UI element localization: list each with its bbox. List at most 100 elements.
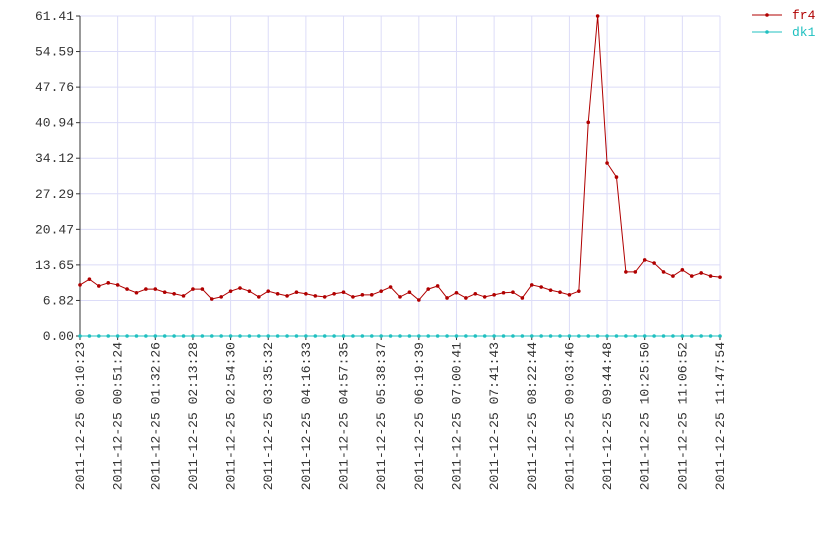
data-point <box>125 334 129 338</box>
data-point <box>97 334 101 338</box>
data-point <box>417 334 421 338</box>
data-point <box>322 295 327 299</box>
data-point <box>407 334 412 338</box>
data-point <box>87 277 92 282</box>
data-point <box>398 295 402 299</box>
data-point <box>642 258 647 262</box>
data-point <box>577 334 581 338</box>
data-point <box>351 295 355 299</box>
data-point <box>398 334 402 338</box>
data-point <box>539 334 543 338</box>
data-point <box>464 296 468 300</box>
x-tick-label: 2011-12-25 11:47:54 <box>713 342 728 490</box>
data-point <box>708 334 713 338</box>
data-point <box>257 295 261 299</box>
data-point <box>247 334 252 338</box>
data-point <box>134 290 139 295</box>
data-point <box>605 161 609 165</box>
data-point <box>482 334 487 338</box>
data-point <box>313 294 318 298</box>
data-point <box>435 284 440 288</box>
data-point <box>718 334 722 338</box>
data-point <box>379 334 383 338</box>
data-point <box>633 334 638 338</box>
data-point <box>624 270 628 274</box>
x-tick-label: 2011-12-25 02:54:30 <box>224 342 239 490</box>
data-point <box>699 334 703 338</box>
data-point <box>671 334 675 338</box>
data-point <box>445 334 449 338</box>
data-point <box>501 290 506 295</box>
data-point <box>162 290 167 295</box>
data-point <box>529 334 534 338</box>
data-point <box>360 293 365 297</box>
data-point <box>699 271 703 275</box>
data-point <box>106 334 111 338</box>
data-point <box>219 295 223 299</box>
data-point <box>595 14 600 18</box>
x-tick-label: 2011-12-25 07:41:43 <box>487 342 502 490</box>
data-point <box>275 291 280 296</box>
data-point <box>633 270 638 274</box>
data-point <box>257 334 261 338</box>
data-point <box>614 334 619 338</box>
data-point <box>200 287 205 291</box>
x-tick-label: 2011-12-25 10:25:50 <box>638 342 653 490</box>
data-point <box>388 334 393 338</box>
data-point <box>351 334 355 338</box>
data-point <box>417 298 421 302</box>
data-point <box>172 334 176 338</box>
data-point <box>482 295 487 299</box>
data-point <box>332 291 336 296</box>
legend-label: fr4 <box>792 8 816 23</box>
data-point <box>605 334 609 338</box>
data-point <box>567 293 572 297</box>
data-point <box>285 334 289 338</box>
data-point <box>671 274 675 278</box>
data-point <box>304 291 308 296</box>
data-point <box>294 334 299 338</box>
data-point <box>454 334 459 338</box>
y-tick-label: 61.41 <box>35 9 74 24</box>
data-point <box>539 285 543 289</box>
data-point <box>360 334 365 338</box>
data-point <box>689 274 694 278</box>
data-point <box>511 334 515 338</box>
data-point <box>294 290 299 295</box>
y-tick-label: 40.94 <box>35 116 74 131</box>
data-point <box>153 334 158 338</box>
data-point <box>209 334 214 338</box>
data-point <box>87 334 92 338</box>
data-point <box>275 334 280 338</box>
x-tick-label: 2011-12-25 02:13:28 <box>186 342 201 490</box>
data-point <box>78 334 82 338</box>
data-point <box>473 291 478 296</box>
data-point <box>529 283 534 287</box>
data-point <box>238 286 242 290</box>
data-point <box>642 334 647 338</box>
data-point <box>97 284 101 288</box>
data-point <box>520 334 525 338</box>
legend-label: dk1 <box>792 25 816 40</box>
data-point <box>144 334 148 338</box>
data-point <box>689 334 694 338</box>
x-tick-label: 2011-12-25 00:51:24 <box>111 342 126 490</box>
data-point <box>464 334 468 338</box>
data-point <box>379 289 383 293</box>
y-tick-label: 34.12 <box>35 151 74 166</box>
legend-marker <box>765 13 769 17</box>
data-point <box>191 334 195 338</box>
data-point <box>652 334 656 338</box>
data-point <box>680 268 685 272</box>
legend-marker <box>765 30 769 34</box>
data-point <box>435 334 440 338</box>
data-point <box>501 334 506 338</box>
data-point <box>144 287 148 291</box>
data-point <box>115 283 120 287</box>
data-point <box>511 290 515 295</box>
y-tick-label: 20.47 <box>35 222 74 237</box>
data-point <box>153 287 158 291</box>
x-tick-label: 2011-12-25 09:03:46 <box>562 342 577 490</box>
data-point <box>341 334 346 338</box>
